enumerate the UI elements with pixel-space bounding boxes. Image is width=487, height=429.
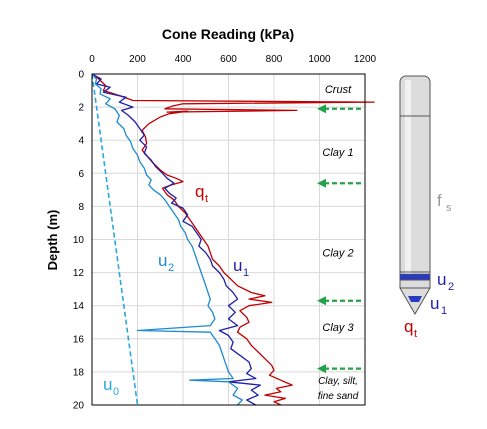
svg-text:1: 1 (243, 267, 249, 279)
chart-title: Cone Reading (kPa) (162, 26, 294, 42)
cone-reading-chart: Cone Reading (kPa) Crust Clay 1 Clay 2 Clay… (45, 26, 377, 412)
series-qt-line (92, 74, 375, 405)
y-tick-label: 20 (73, 401, 85, 412)
zone-label: Clay 1 (322, 147, 353, 159)
probe-highlight (405, 80, 411, 280)
zone-label: Crust (325, 84, 352, 96)
svg-text:2: 2 (168, 262, 174, 274)
svg-text:0: 0 (113, 386, 119, 398)
svg-text:u: u (158, 251, 167, 270)
y-tick-label: 16 (73, 334, 85, 345)
u2-filter (399, 273, 431, 281)
y-tick-label: 10 (73, 235, 85, 246)
x-tick-label: 0 (89, 54, 95, 65)
series-labels: q tu 1u 2u 0 (103, 182, 249, 398)
svg-text:u: u (233, 256, 242, 275)
svg-text:q: q (195, 182, 204, 201)
sample-arrow (317, 296, 361, 306)
zone-label: Clay 3 (322, 322, 354, 334)
y-tick-label: 6 (78, 169, 84, 180)
sample-arrow (317, 178, 361, 188)
x-tick-labels: 0 200 400 600 800 1000 1200 (89, 54, 376, 65)
svg-text:t: t (205, 193, 208, 205)
y-tick-label: 8 (78, 202, 84, 213)
series-u2-line (92, 74, 243, 405)
x-tick-label: 400 (175, 54, 192, 65)
probe-shoulder (399, 279, 431, 289)
zone-label: fine sand (318, 391, 359, 402)
x-tick-label: 1000 (308, 54, 331, 65)
fs-label: f (437, 191, 442, 210)
cone-probe-diagram: f s u 2 u 1 q t (399, 75, 454, 340)
sample-arrow (317, 104, 361, 114)
probe-body (399, 75, 431, 287)
u2-subscript: 2 (448, 281, 454, 293)
u1-subscript: 1 (441, 305, 447, 317)
y-tick-label: 18 (73, 367, 85, 378)
zone-label: Clay 2 (322, 248, 353, 260)
sample-arrow (317, 364, 361, 374)
series-u1-line (92, 74, 262, 405)
qt-subscript: t (414, 328, 417, 340)
u2-label: u (437, 270, 446, 289)
y-tick-label: 4 (78, 136, 84, 147)
y-tick-label: 2 (78, 103, 84, 114)
zone-label: Clay, silt, (318, 376, 358, 387)
fs-subscript: s (446, 202, 452, 214)
plot-frame (91, 73, 366, 406)
sampling-arrows (317, 104, 361, 374)
gridlines (92, 74, 365, 405)
x-tick-label: 600 (220, 54, 237, 65)
y-tick-label: 12 (73, 268, 85, 279)
x-tick-label: 1200 (354, 54, 377, 65)
y-tick-label: 0 (78, 70, 84, 81)
x-tick-label: 800 (266, 54, 283, 65)
y-tick-labels: 0 2 4 6 8 10 12 14 16 18 20 (73, 70, 85, 412)
qt-label: q (404, 317, 413, 336)
series-lines (92, 74, 375, 405)
u1-label: u (430, 294, 439, 313)
svg-text:u: u (103, 375, 112, 394)
u1-filter (408, 296, 422, 302)
soil-zone-labels: Crust Clay 1 Clay 2 Clay 3 Clay, silt, fine s… (318, 84, 359, 402)
y-axis-label: Depth (m) (45, 210, 60, 271)
y-tick-label: 14 (73, 301, 85, 312)
x-tick-label: 200 (129, 54, 146, 65)
